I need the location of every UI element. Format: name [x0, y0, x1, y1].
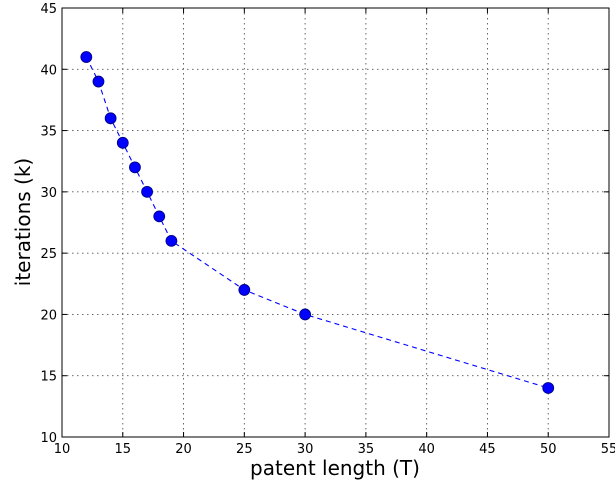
x-tick-label: 40 — [418, 442, 435, 457]
data-point — [542, 382, 555, 394]
x-tick-label: 50 — [540, 442, 557, 457]
x-tick-label: 30 — [297, 442, 314, 457]
x-tick-label: 25 — [236, 442, 253, 457]
y-tick-label: 10 — [40, 431, 57, 446]
y-tick-label: 40 — [40, 63, 57, 78]
y-tick-label: 35 — [40, 125, 57, 140]
data-series — [80, 51, 555, 394]
data-point — [165, 234, 178, 247]
x-tick-label: 45 — [479, 442, 496, 457]
y-tick-label: 30 — [40, 186, 57, 201]
y-tick-label: 25 — [40, 247, 57, 262]
y-tick-labels: 10 15 20 25 30 35 40 45 — [40, 2, 57, 446]
grid-lines — [61, 7, 610, 438]
tick-marks — [61, 7, 610, 438]
data-point — [116, 136, 129, 149]
x-tick-labels: 10 15 20 25 30 35 40 45 50 55 — [54, 442, 615, 457]
plot-area-frame — [61, 7, 610, 438]
data-point — [141, 185, 153, 198]
x-axis-title: patent length (T) — [250, 456, 420, 480]
x-tick-label: 35 — [358, 442, 375, 457]
data-point — [80, 51, 93, 63]
x-tick-label: 15 — [115, 442, 132, 457]
x-tick-label: 20 — [175, 442, 192, 457]
y-tick-label: 20 — [40, 308, 57, 323]
data-point — [92, 75, 105, 88]
x-tick-label: 55 — [601, 442, 615, 457]
data-point — [153, 210, 166, 223]
data-point — [129, 161, 141, 174]
y-tick-label: 15 — [40, 370, 57, 385]
y-tick-label: 45 — [40, 2, 57, 17]
y-axis-title: iterations (k) — [11, 158, 35, 286]
data-point — [238, 284, 251, 296]
series-line — [85, 56, 549, 389]
data-point — [104, 112, 117, 125]
data-point — [299, 308, 312, 321]
x-tick-label: 10 — [54, 442, 71, 457]
